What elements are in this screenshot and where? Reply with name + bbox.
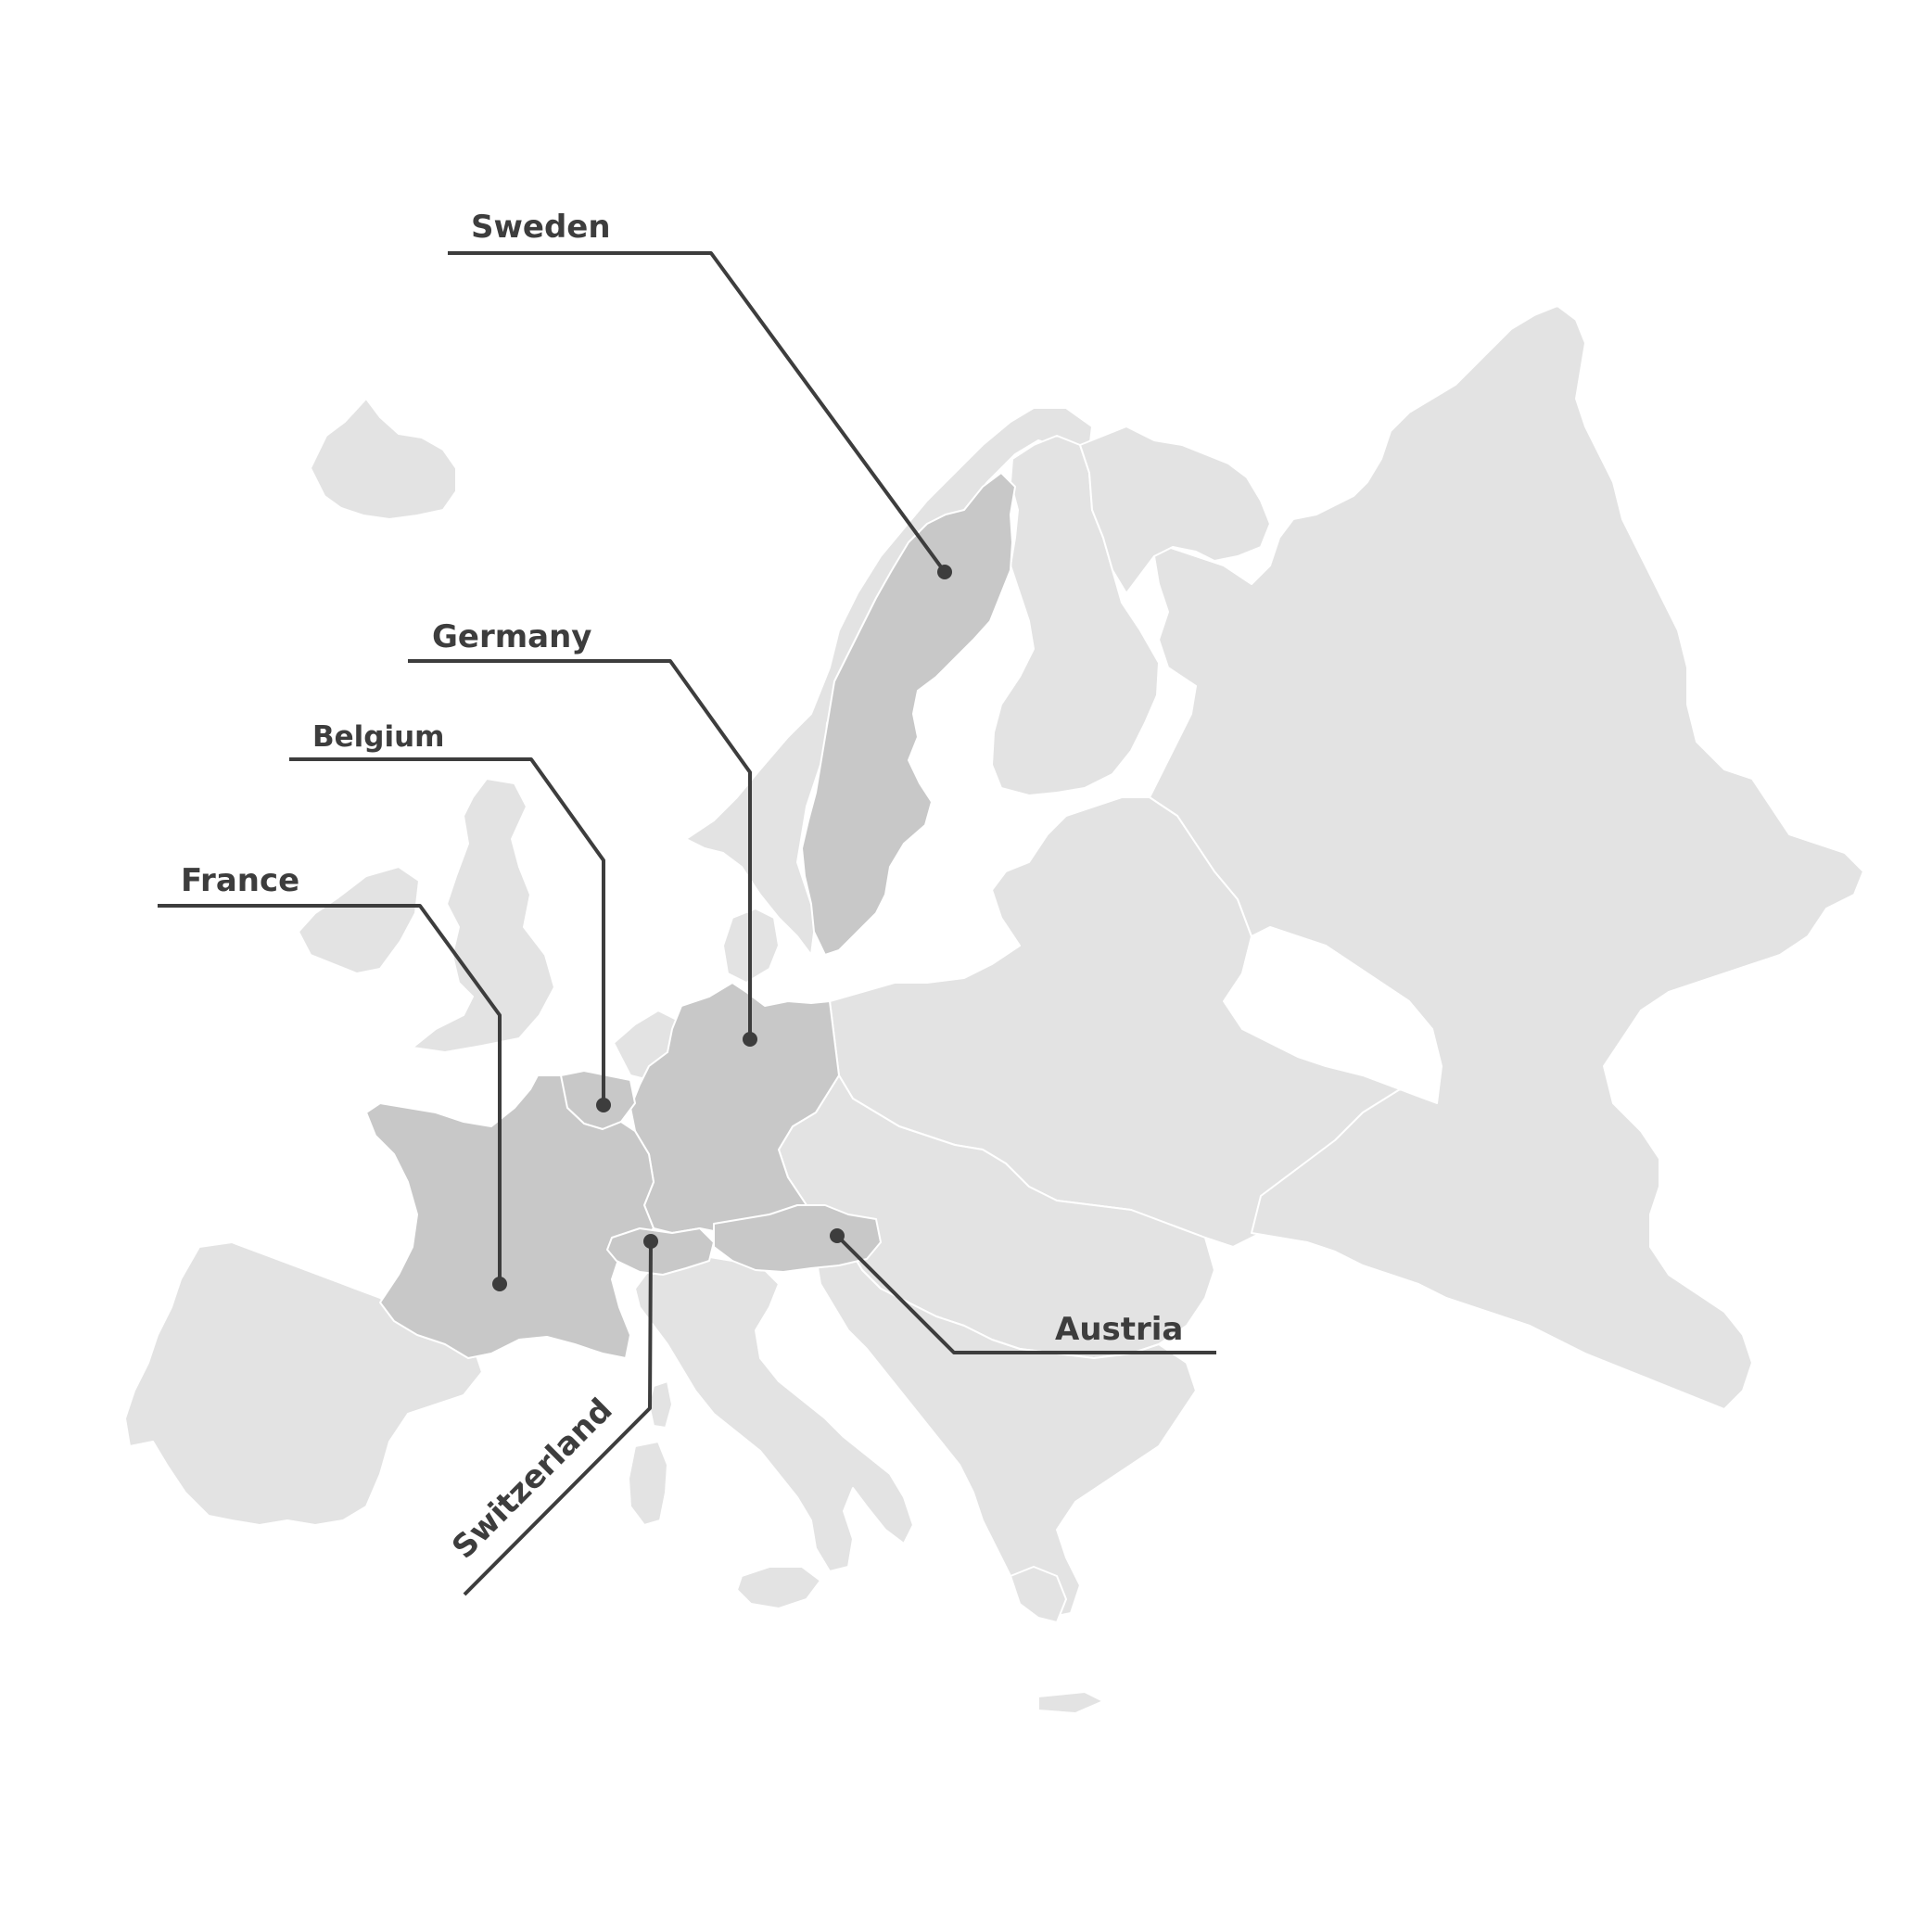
leader-line-austria — [835, 1234, 1216, 1354]
country-switzerland — [606, 1227, 715, 1276]
label-sweden: Sweden — [471, 209, 611, 246]
region-corsica — [648, 1380, 673, 1429]
leader-line-switzerland — [463, 1240, 653, 1596]
marker-austria — [830, 1228, 845, 1243]
leader-line-belgium — [289, 757, 605, 1105]
leader-line-sweden — [448, 251, 947, 574]
region-ireland — [298, 866, 420, 974]
country-france — [365, 1074, 655, 1359]
region-sicily — [736, 1566, 821, 1609]
region-great-britain — [412, 778, 555, 1053]
region-greece — [1010, 1566, 1067, 1623]
label-austria: Austria — [1055, 1311, 1183, 1348]
base-landmass-layer — [124, 305, 1864, 1714]
country-sweden — [801, 472, 1016, 956]
region-sardinia — [628, 1441, 668, 1526]
region-italy — [634, 1255, 914, 1572]
leader-lines — [158, 251, 1216, 1596]
region-kola — [1079, 426, 1271, 594]
label-belgium: Belgium — [312, 720, 444, 754]
region-crete — [1037, 1691, 1104, 1714]
country-austria — [713, 1204, 882, 1273]
label-france: France — [181, 862, 299, 899]
marker-sweden — [937, 565, 952, 579]
marker-germany — [743, 1032, 757, 1047]
region-russia — [1149, 305, 1864, 1410]
region-iceland — [310, 398, 457, 520]
label-germany: Germany — [432, 618, 591, 655]
highlight-layer — [365, 472, 1016, 1359]
region-balkans — [815, 1223, 1197, 1619]
marker-switzerland — [643, 1234, 658, 1249]
leader-line-germany — [408, 659, 752, 1039]
label-switzerland: Switzerland — [445, 1392, 619, 1566]
leader-line-france — [158, 904, 502, 1284]
marker-belgium — [596, 1098, 611, 1112]
marker-france — [492, 1277, 507, 1291]
